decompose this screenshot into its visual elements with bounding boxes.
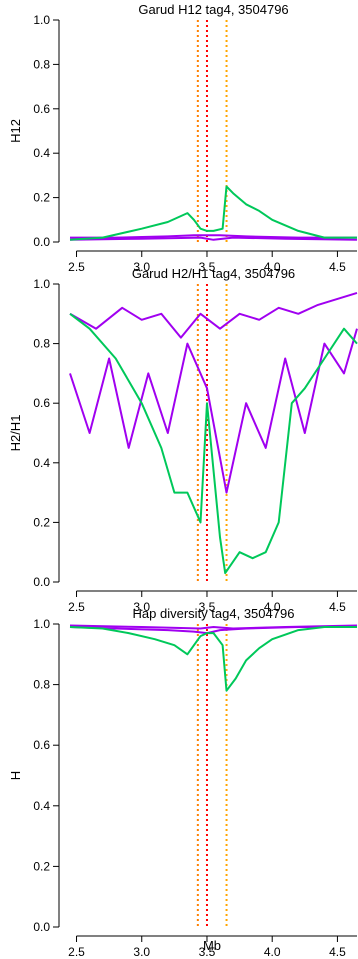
series-line: [69, 236, 358, 241]
x-tick-label: 3.5: [199, 260, 216, 274]
y-tick-label: 0.0: [33, 920, 50, 934]
chart-title: Hap diversity tag4, 3504796: [133, 606, 295, 621]
series-line: [69, 624, 358, 630]
y-tick-label: 0.2: [33, 515, 50, 529]
x-tick-label: 2.5: [68, 945, 85, 959]
x-tick-label: 3.0: [133, 600, 150, 614]
y-tick-label: 0.2: [33, 859, 50, 873]
x-tick-label: 3.0: [133, 945, 150, 959]
y-tick-label: 1.0: [33, 277, 50, 291]
y-tick-label: 0.0: [33, 575, 50, 589]
y-tick-label: 0.8: [33, 678, 50, 692]
y-tick-label: 0.6: [33, 396, 50, 410]
y-tick-label: 0.4: [33, 456, 50, 470]
y-tick-label: 0.2: [33, 191, 50, 205]
x-tick-label: 2.5: [68, 600, 85, 614]
x-tick-label: 4.5: [329, 945, 346, 959]
chart-title: Garud H12 tag4, 3504796: [138, 2, 288, 17]
series-line: [70, 234, 357, 239]
series-line: [69, 626, 357, 692]
y-axis-label: H2/H1: [8, 415, 23, 452]
y-tick-label: 0.4: [33, 146, 50, 160]
x-tick-label: 4.5: [329, 260, 346, 274]
x-axis-label: Mb: [203, 938, 221, 953]
series-line: [69, 291, 358, 339]
y-tick-label: 0.4: [33, 799, 50, 813]
x-tick-label: 4.5: [329, 600, 346, 614]
chart-panel-h2-h1: Garud H2/H1 tag4, 3504796 H2/H1 0.0 0.2 0.4 0…: [8, 266, 358, 614]
chart-panel-h: Hap diversity tag4, 3504796 H 0.0 0.2 0.4 0.6…: [8, 606, 358, 959]
y-tick-label: 1.0: [33, 617, 50, 631]
x-tick-label: 4.0: [264, 260, 281, 274]
x-tick-label: 4.0: [264, 600, 281, 614]
x-tick-label: 4.0: [264, 945, 281, 959]
y-tick-label: 0.8: [33, 337, 50, 351]
y-tick-label: 0.0: [33, 235, 50, 249]
y-tick-label: 0.6: [33, 738, 50, 752]
x-tick-label: 3.5: [199, 945, 216, 959]
x-tick-label: 2.5: [68, 260, 85, 274]
y-axis-label: H12: [8, 119, 23, 143]
y-tick-label: 1.0: [33, 13, 50, 27]
chart-title: Garud H2/H1 tag4, 3504796: [132, 266, 295, 281]
y-tick-label: 0.8: [33, 57, 50, 71]
series-line: [69, 313, 358, 575]
series-line: [69, 328, 358, 494]
y-tick-label: 0.6: [33, 102, 50, 116]
chart-panel-h12: Garud H12 tag4, 3504796 H12 0.0 0.2 0.4 0.6 0.…: [8, 2, 358, 274]
series-line: [69, 185, 357, 241]
y-axis-label: H: [8, 771, 23, 780]
x-tick-label: 3.5: [199, 600, 216, 614]
x-tick-label: 3.0: [133, 260, 150, 274]
